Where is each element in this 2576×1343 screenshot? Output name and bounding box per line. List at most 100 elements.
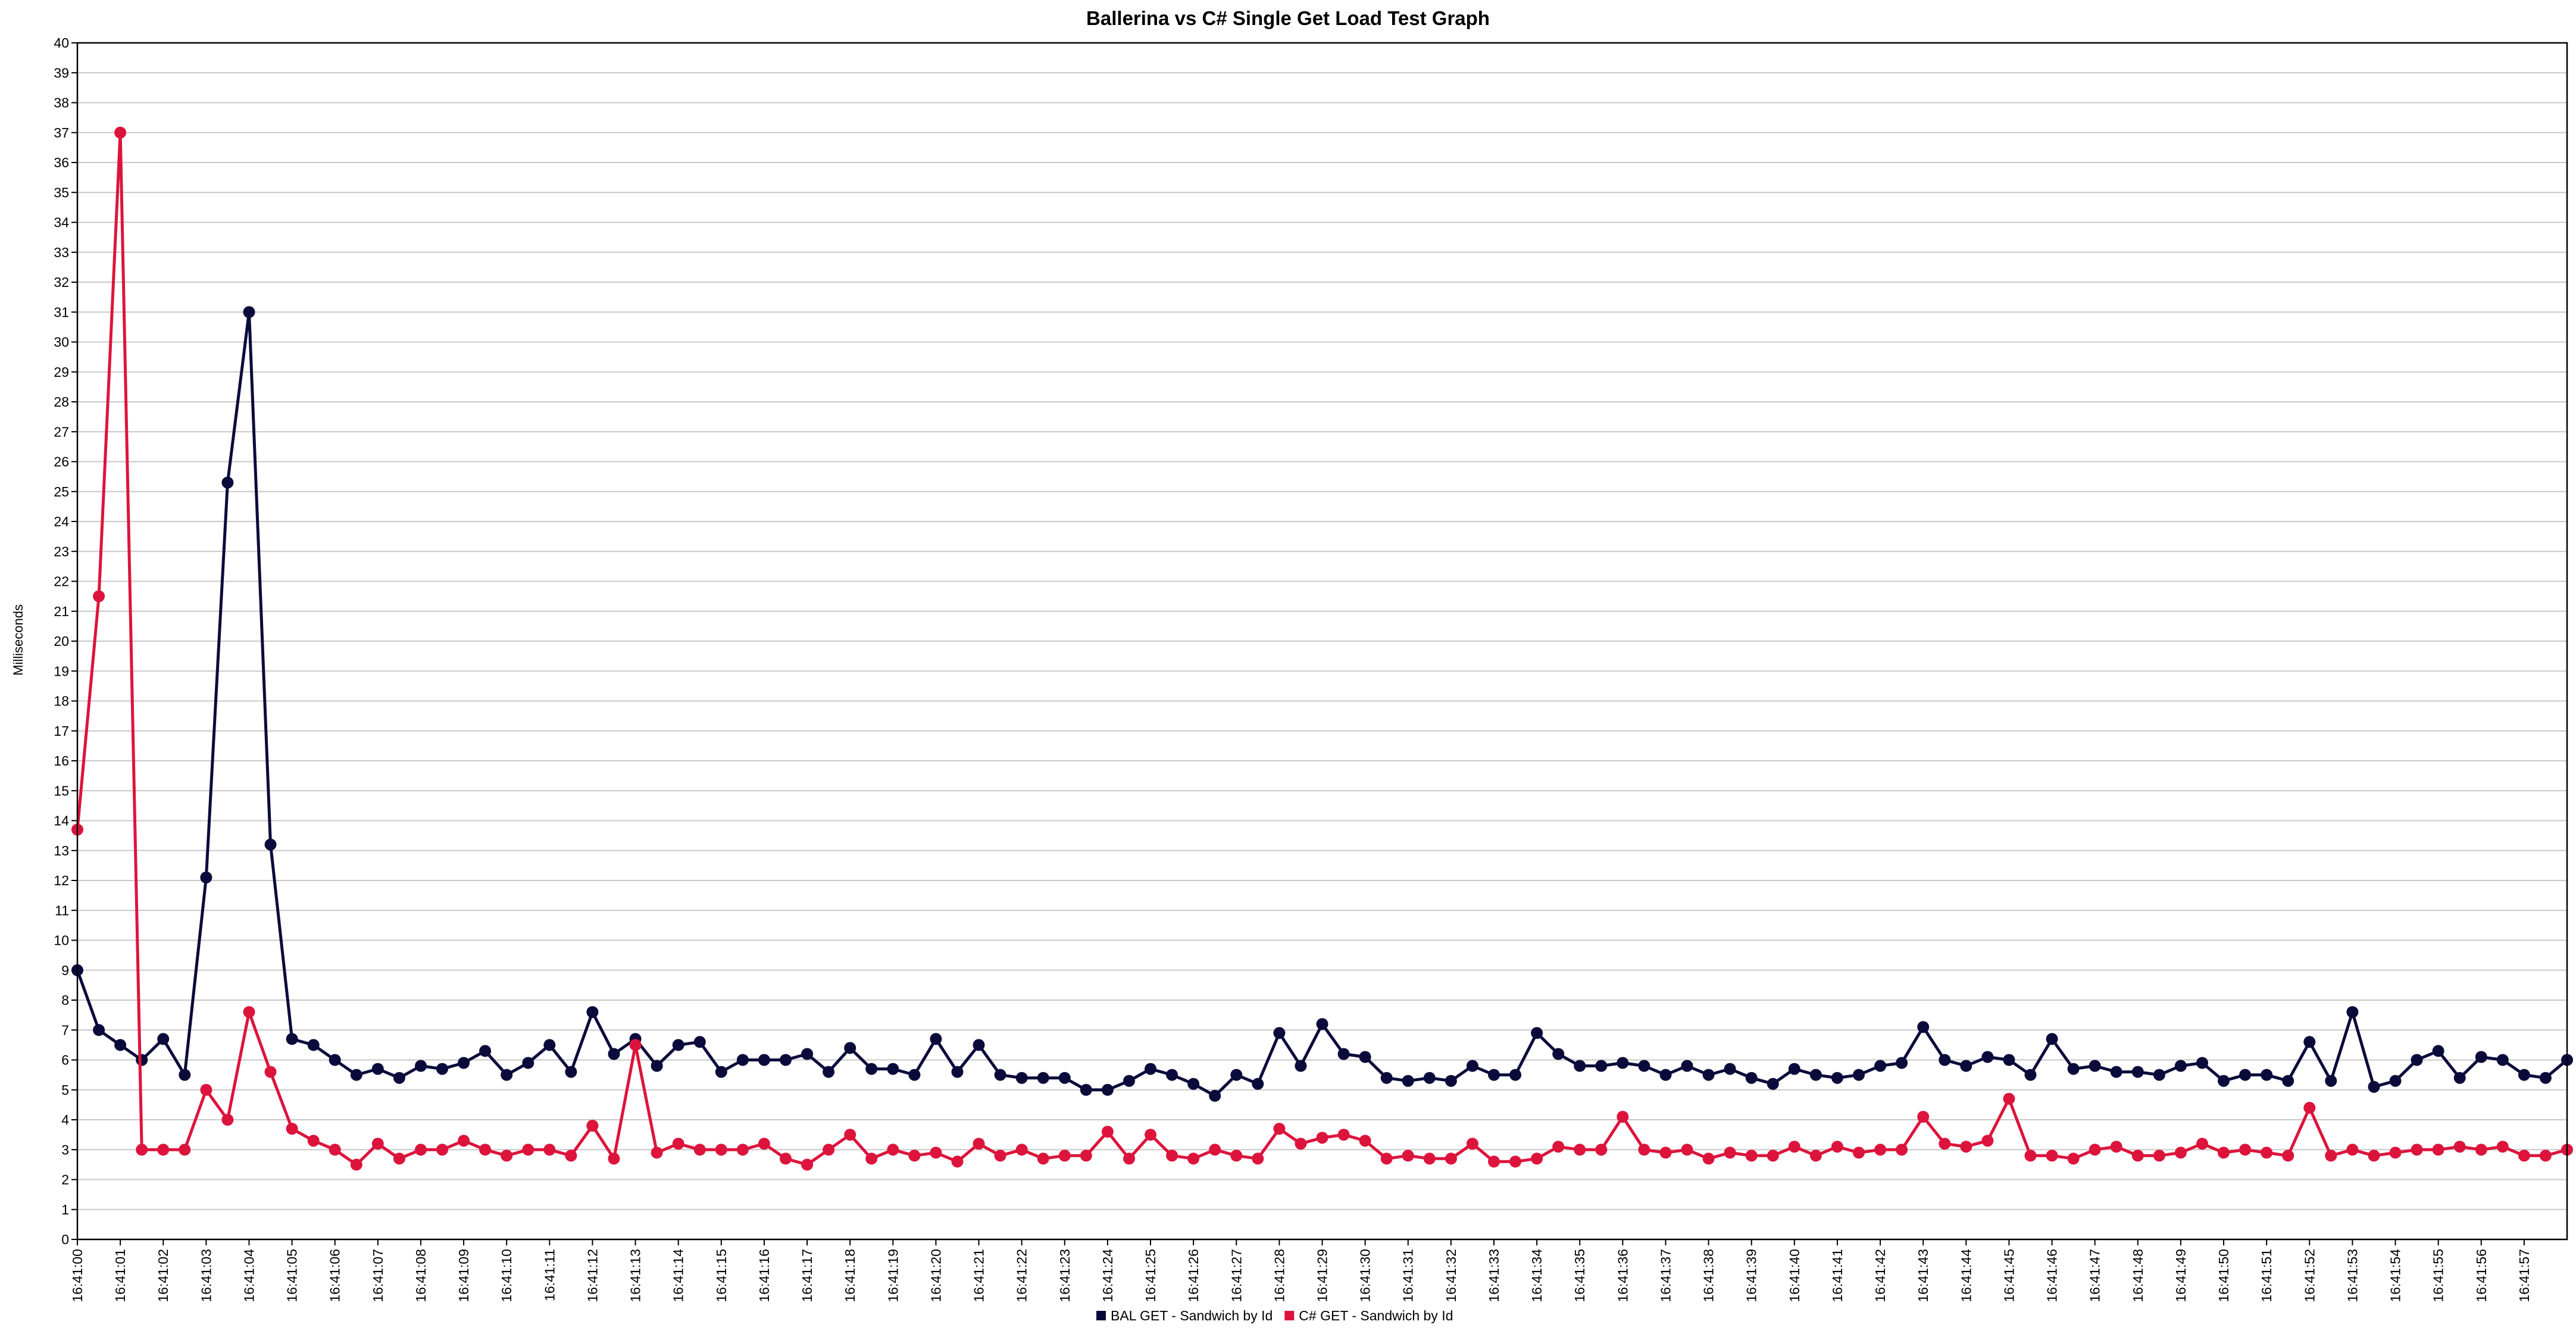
y-tick-label: 19 [54,663,69,679]
data-point [136,1054,148,1066]
x-tick-label: 16:41:09 [456,1249,471,1303]
data-point [1831,1141,1843,1153]
x-tick-label: 16:41:04 [241,1249,257,1303]
data-point [1037,1072,1049,1084]
x-tick-label: 16:41:30 [1358,1249,1373,1303]
x-tick-label: 16:41:27 [1228,1249,1244,1303]
data-point [887,1144,899,1156]
data-point [1380,1153,1393,1165]
data-point [307,1135,320,1147]
x-tick-label: 16:41:15 [714,1249,729,1303]
data-point [758,1138,770,1150]
x-tick-label: 16:41:07 [370,1249,386,1303]
data-point [1080,1150,1092,1162]
data-point [2131,1150,2144,1162]
data-point [1145,1129,1156,1141]
data-point [2475,1051,2487,1063]
y-tick-label: 6 [61,1052,69,1068]
data-point [2196,1138,2208,1150]
data-point [479,1144,492,1156]
data-point [1295,1138,1307,1150]
data-point [1252,1077,1264,1090]
data-point [136,1144,148,1156]
data-point [243,306,255,318]
data-point [2131,1066,2144,1078]
data-point [651,1060,663,1072]
data-point [887,1063,899,1075]
data-point [350,1158,362,1171]
x-tick-label: 16:41:21 [971,1249,987,1303]
data-point [501,1150,513,1162]
data-point [2196,1057,2208,1069]
data-point [565,1150,577,1162]
data-point [1638,1144,1650,1156]
y-tick-label: 4 [61,1112,69,1128]
data-point [2539,1150,2552,1162]
data-point [2174,1147,2187,1159]
data-point [2432,1045,2444,1057]
data-point [2110,1066,2122,1078]
data-point [543,1039,556,1051]
data-point [1101,1083,1114,1096]
x-tick-label: 16:41:47 [2087,1249,2103,1303]
x-tick-label: 16:41:14 [671,1249,686,1303]
data-point [286,1123,298,1135]
x-tick-label: 16:41:45 [2001,1249,2017,1303]
data-point [780,1153,792,1165]
data-point [2261,1147,2273,1159]
data-point [1423,1072,1436,1084]
data-point [2024,1069,2037,1081]
data-point [908,1069,921,1081]
x-tick-label: 16:41:08 [413,1249,429,1303]
data-point [2325,1075,2337,1087]
x-tick-label: 16:41:01 [112,1249,128,1303]
series-2 [71,126,2573,1171]
y-tick-label: 18 [54,694,69,709]
data-point [1681,1060,1693,1072]
data-point [1316,1132,1328,1144]
data-point [1209,1089,1221,1102]
data-point [1509,1069,1521,1081]
data-point [2496,1054,2509,1066]
data-point [93,1024,105,1036]
data-point [2024,1150,2037,1162]
x-tick-label: 16:41:49 [2173,1249,2189,1303]
data-point [1466,1138,1478,1150]
y-tick-label: 35 [54,185,69,200]
legend-label: BAL GET - Sandwich by Id [1111,1308,1273,1323]
data-point [371,1063,384,1075]
y-tick-label: 38 [54,95,69,111]
data-point [1230,1069,1243,1081]
data-point [114,126,127,139]
data-point [1767,1150,1779,1162]
data-point [651,1147,663,1159]
x-tick-label: 16:41:41 [1830,1249,1845,1303]
y-tick-label: 22 [54,574,69,589]
data-point [1316,1018,1328,1030]
data-point [1552,1141,1565,1153]
data-point [1230,1150,1243,1162]
y-tick-label: 39 [54,65,69,80]
data-point [1273,1123,1286,1135]
x-tick-label: 16:41:06 [327,1249,343,1303]
data-point [2239,1144,2252,1156]
series-line [76,131,2568,1166]
data-point [973,1138,985,1150]
y-tick-label: 37 [54,125,69,140]
data-point [2046,1150,2058,1162]
data-point [264,838,277,851]
y-tick-label: 12 [54,873,69,888]
data-point [1745,1072,1758,1084]
data-point [1359,1051,1371,1063]
data-point [307,1039,320,1051]
data-point [1187,1077,1200,1090]
data-point [1402,1075,1414,1087]
y-tick-label: 17 [54,723,69,739]
data-point [2282,1150,2294,1162]
data-point [629,1039,642,1051]
data-point [608,1153,620,1165]
y-tick-label: 9 [61,963,69,978]
data-point [1788,1141,1800,1153]
data-point [823,1144,835,1156]
data-point [672,1039,684,1051]
